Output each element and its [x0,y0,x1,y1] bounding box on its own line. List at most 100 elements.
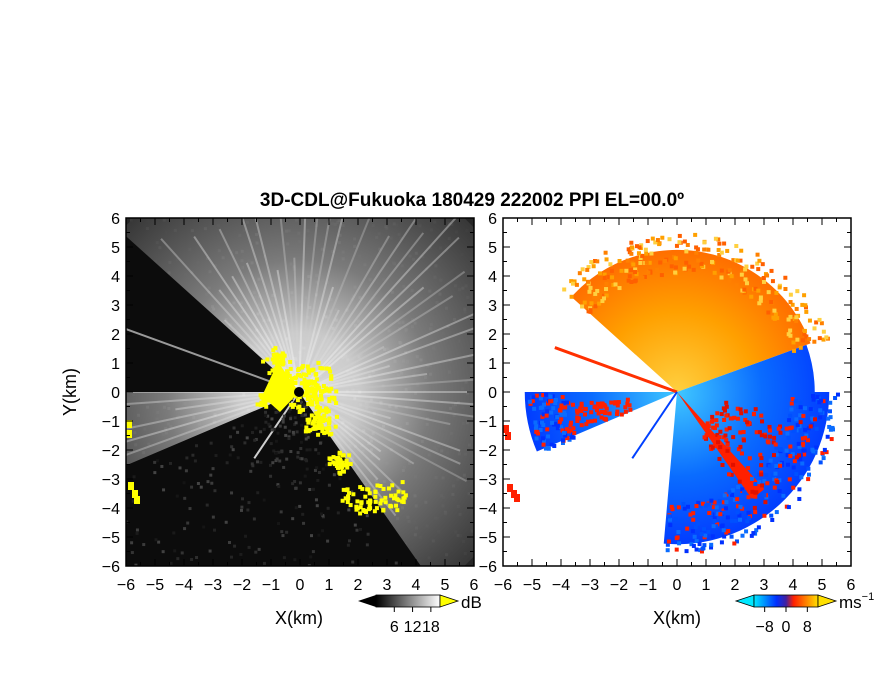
yellow-echo-pixel [388,503,393,508]
blocked-speckle [229,555,233,559]
blocked-sector [126,236,299,392]
velocity-pixel [712,270,717,275]
velocity-pixel [750,264,755,269]
velocity-pixel [702,247,707,252]
blocked-speckle [185,456,189,460]
yellow-echo-pixel [386,486,391,491]
velocity-pixel [626,278,631,283]
velocity-pixel [589,410,594,415]
colorbar-gradient [375,594,441,608]
velocity-pixel [785,462,790,467]
velocity-pixel [818,408,823,413]
yellow-echo-pixel [326,409,331,414]
blocked-speckle [254,550,258,554]
yellow-echo-pixel [309,413,314,418]
velocity-pixel [580,267,585,272]
velocity-pixel [802,406,807,411]
velocity-pixel [736,504,741,509]
velocity-pixel [763,500,768,505]
yellow-echo-pixel [303,429,308,434]
velocity-pixel [807,318,812,323]
velocity-pixel [764,473,769,478]
colorbar-right-arrow [817,594,838,608]
velocity-pixel [719,412,724,417]
reflectivity-x-tick-label: 4 [412,577,421,594]
velocity-pixel [735,258,740,263]
velocity-pixel [759,463,764,468]
blocked-speckle [284,433,288,437]
blocked-speckle [130,551,134,555]
velocity-pixel [758,295,763,300]
velocity-pixel [739,451,744,456]
velocity-pixel [784,448,789,453]
velocity-pixel [729,518,734,523]
reflectivity-colorbar: 6 12 18 dB [358,593,482,636]
velocity-pixel [609,400,614,405]
velocity-pixel [751,412,756,417]
velocity-pixel [817,336,822,341]
velocity-pixel [764,495,769,500]
velocity-pixel [707,511,712,516]
velocity-pixel [819,398,824,403]
velocity-pixel [722,534,727,539]
velocity-pixel [572,430,577,435]
blocked-speckle [296,455,300,459]
blocked-speckle [232,426,236,430]
blocked-speckle [276,410,280,414]
velocity-pixel [772,477,777,482]
velocity-pixel [734,539,739,544]
velocity-pixel [631,262,636,267]
velocity-pixel [811,393,816,398]
yellow-echo-pixel [316,432,321,437]
velocity-pixel [724,500,729,505]
yellow-echo-pixel [275,369,280,374]
colorbar-tick-label: 8 [803,619,812,636]
velocity-pixel [602,293,607,298]
velocity-pixel [787,345,792,350]
velocity-y-tick-label: 0 [488,385,497,402]
blocked-speckle [304,437,308,441]
velocity-y-tick-label: −1 [479,414,497,431]
velocity-pixel [677,541,682,546]
blocked-speckle [332,473,336,477]
yellow-echo-pixel [381,507,386,512]
blocked-speckle [236,456,240,460]
velocity-pixel [719,524,724,529]
velocity-pixel [549,410,554,415]
velocity-pixel [794,455,799,460]
velocity-pixel [582,300,587,305]
velocity-pixel [713,236,718,241]
blocked-speckle [298,457,302,461]
velocity-pixel [674,547,679,552]
velocity-pixel [563,433,568,438]
blocked-speckle [287,435,291,439]
velocity-pixel [788,328,793,333]
velocity-pixel [603,250,608,255]
velocity-pixel [702,435,707,440]
blocked-speckle [250,462,254,466]
velocity-pixel [738,444,743,449]
echo-ray [298,236,460,393]
yellow-echo-pixel [319,397,324,402]
velocity-pixel [744,529,749,534]
blocked-speckle [104,493,107,496]
velocity-pixel [738,430,743,435]
velocity-pixel [540,420,545,425]
yellow-echo-pixel [393,493,398,498]
yellow-echo-pixel [396,489,401,494]
yellow-echo-pixel [305,379,310,384]
velocity-pixel [829,437,834,442]
velocity-pixel [744,484,749,489]
blocked-speckle [249,613,252,616]
velocity-pixel [561,430,566,435]
velocity-pixel [530,398,535,403]
blocked-speckle [287,436,291,440]
velocity-pixel [729,534,734,539]
velocity-y-tick-label: 4 [488,269,497,286]
yellow-echo-pixel [345,487,350,492]
blocked-speckle [294,506,298,510]
blocked-speckle [173,549,177,553]
yellow-echo-pixel [360,486,365,491]
blocked-speckle [246,571,249,574]
velocity-pixel [746,495,751,500]
